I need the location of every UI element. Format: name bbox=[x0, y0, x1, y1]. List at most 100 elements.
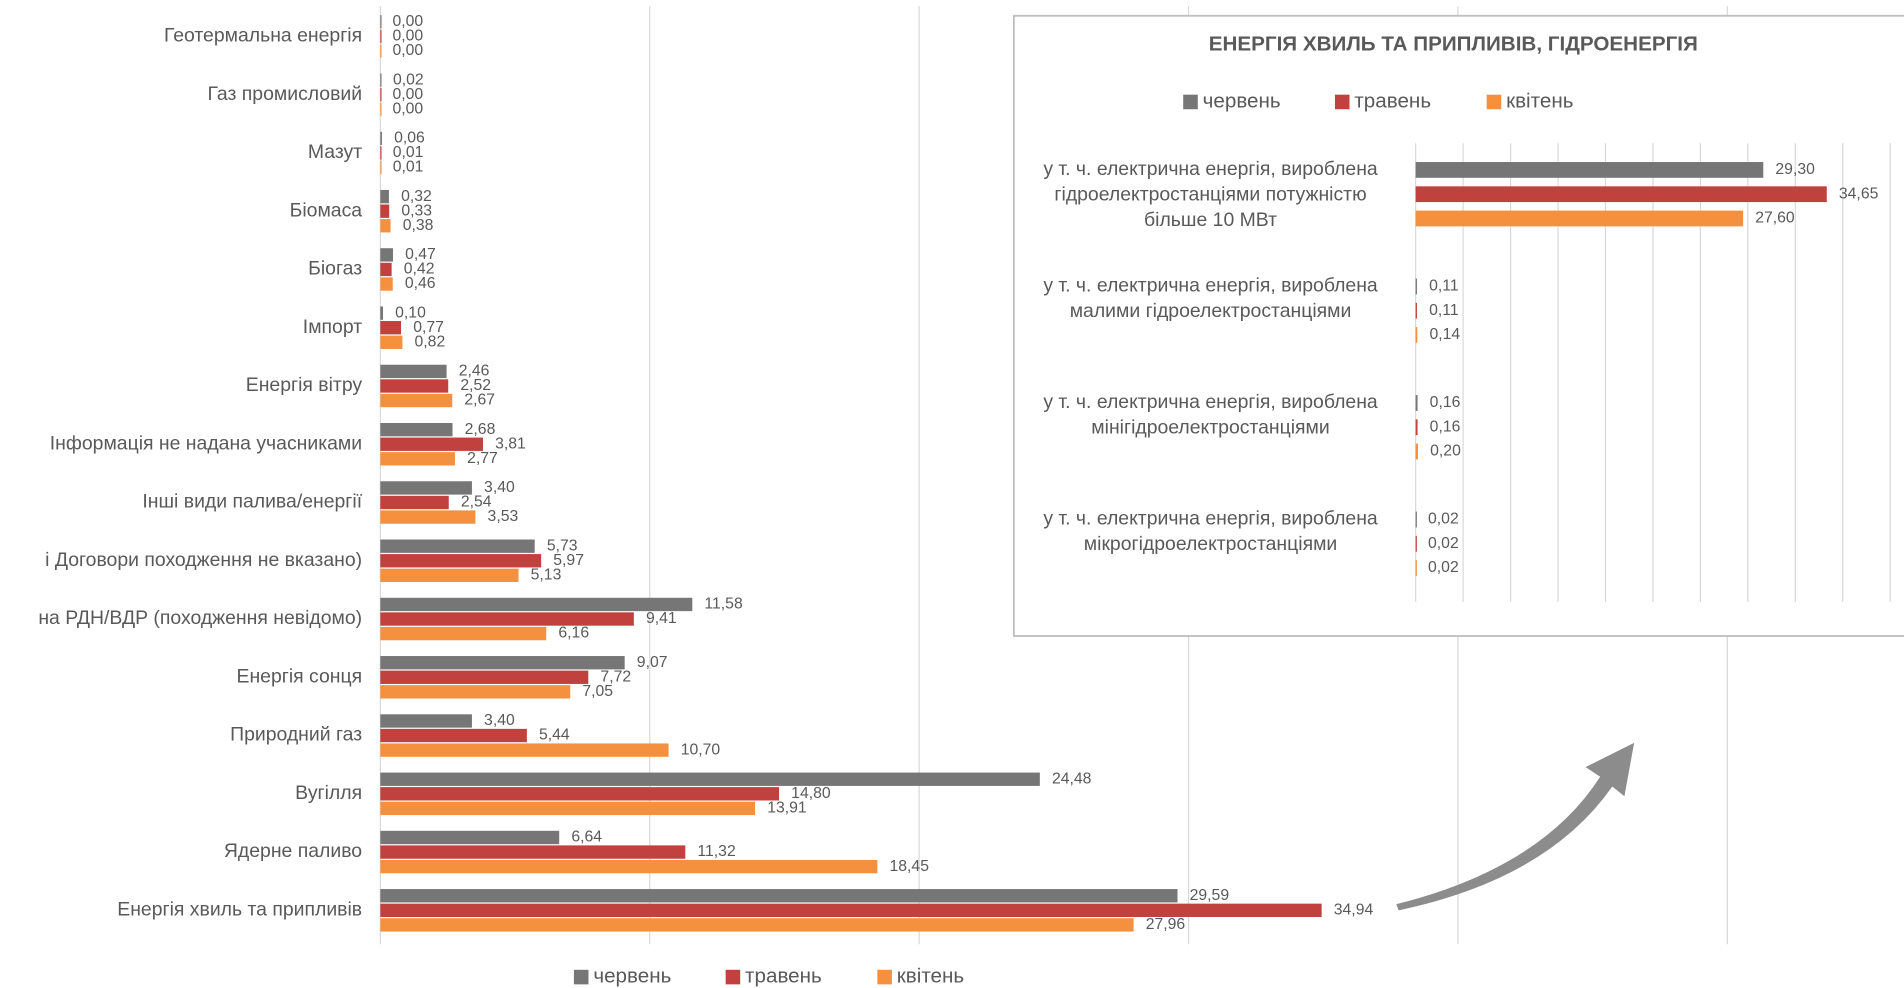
bar bbox=[380, 393, 453, 408]
bar bbox=[1415, 395, 1418, 411]
bar bbox=[380, 248, 393, 262]
category-label: Біогаз bbox=[308, 258, 362, 280]
data-label: 14,80 bbox=[791, 785, 831, 802]
data-label: 2,46 bbox=[459, 363, 490, 380]
data-label: 9,07 bbox=[637, 654, 668, 671]
data-label: 13,91 bbox=[767, 800, 806, 817]
category-label: Біомаса bbox=[290, 199, 363, 221]
category-label: гідроелектростанціями потужністю bbox=[1054, 184, 1366, 206]
bar bbox=[1415, 162, 1764, 178]
category-label: у т. ч. електрична енергія, вироблена bbox=[1043, 275, 1378, 297]
bar bbox=[380, 554, 542, 568]
data-label: 5,44 bbox=[539, 727, 570, 744]
category-label: Мазут bbox=[308, 141, 362, 163]
bar bbox=[1415, 302, 1417, 319]
data-label: 9,41 bbox=[646, 610, 677, 627]
data-label: 2,67 bbox=[464, 392, 495, 409]
chart-title: ЕНЕРГІЯ ХВИЛЬ ТА ПРИПЛИВІВ, ГІДРОЕНЕРГІЯ bbox=[1209, 32, 1698, 55]
bar bbox=[380, 481, 472, 495]
bar bbox=[380, 87, 382, 102]
inset-frame bbox=[1012, 14, 1904, 637]
data-label: 11,32 bbox=[697, 843, 735, 860]
category-label: Енергія сонця bbox=[237, 665, 363, 687]
category-label: Газ промисловий bbox=[208, 83, 363, 105]
bar bbox=[380, 379, 449, 393]
data-label: 34,65 bbox=[1839, 185, 1879, 202]
inset-chart: ЕНЕРГІЯ ХВИЛЬ ТА ПРИПЛИВІВ, ГІДРОЕНЕРГІЯ… bbox=[1043, 32, 1891, 603]
data-label: 0,42 bbox=[404, 261, 435, 278]
data-label: 7,05 bbox=[582, 683, 613, 700]
bar bbox=[380, 452, 455, 466]
category-label: Ядерне паливо bbox=[224, 840, 362, 862]
data-label: 0,77 bbox=[413, 319, 444, 336]
data-label: 7,72 bbox=[600, 668, 631, 685]
data-label: 2,77 bbox=[467, 450, 498, 467]
legend-label: квітень bbox=[1506, 89, 1573, 112]
data-label: 0,00 bbox=[392, 28, 423, 45]
bar bbox=[380, 437, 483, 451]
data-label: 0,14 bbox=[1429, 326, 1460, 343]
data-label: 3,40 bbox=[484, 712, 515, 729]
bar bbox=[380, 277, 393, 291]
bar bbox=[380, 918, 1134, 932]
bar bbox=[380, 903, 1322, 917]
data-label: 0,00 bbox=[392, 100, 423, 117]
data-label: 29,59 bbox=[1190, 887, 1230, 904]
bar bbox=[380, 306, 384, 320]
bar bbox=[1415, 327, 1418, 343]
data-label: 0,46 bbox=[405, 275, 436, 292]
category-label: більше 10 МВт bbox=[1144, 209, 1277, 231]
legend-label: травень bbox=[745, 965, 822, 988]
bar bbox=[1415, 443, 1419, 460]
data-label: 0,00 bbox=[392, 86, 423, 103]
legend-label: червень bbox=[1203, 89, 1281, 112]
data-label: 2,52 bbox=[460, 377, 491, 394]
data-label: 6,16 bbox=[558, 625, 589, 642]
category-label: малими гідроелектростанціями bbox=[1070, 300, 1352, 322]
legend-swatch bbox=[1183, 94, 1198, 110]
category-label: у т. ч. електрична енергія, вироблена bbox=[1043, 391, 1378, 413]
bar bbox=[380, 189, 389, 204]
bar bbox=[380, 539, 535, 553]
bar bbox=[380, 728, 527, 743]
data-label: 27,60 bbox=[1755, 210, 1795, 227]
bar bbox=[380, 714, 472, 728]
bar bbox=[380, 568, 519, 582]
data-label: 3,81 bbox=[495, 435, 526, 452]
bar bbox=[380, 495, 449, 510]
bar bbox=[380, 44, 382, 58]
data-label: 0,10 bbox=[395, 304, 426, 321]
data-label: 0,02 bbox=[1428, 535, 1459, 552]
category-label: Імпорт bbox=[303, 316, 362, 338]
bar bbox=[380, 146, 382, 160]
data-label: 3,40 bbox=[484, 479, 515, 496]
data-label: 2,68 bbox=[465, 421, 496, 438]
bar bbox=[380, 335, 403, 349]
bar bbox=[380, 743, 669, 757]
category-label: Інші види палива/енергії bbox=[142, 491, 362, 513]
bar bbox=[380, 364, 447, 379]
category-label: у т. ч. електрична енергія, вироблена bbox=[1043, 158, 1378, 180]
data-label: 0,00 bbox=[392, 13, 423, 30]
data-label: 0,32 bbox=[401, 188, 432, 205]
bar bbox=[380, 219, 391, 233]
bar bbox=[380, 15, 382, 29]
category-label: мікрогідроелектростанціями bbox=[1084, 533, 1337, 555]
bar bbox=[380, 510, 476, 524]
data-label: 2,54 bbox=[461, 494, 492, 511]
bar bbox=[380, 626, 547, 641]
bar bbox=[380, 859, 878, 874]
data-label: 0,47 bbox=[405, 246, 436, 263]
bar bbox=[380, 772, 1040, 786]
bar bbox=[380, 262, 392, 277]
bar bbox=[1415, 535, 1417, 552]
category-label: Природний газ bbox=[230, 724, 362, 746]
data-label: 27,96 bbox=[1146, 916, 1186, 933]
legend-swatch bbox=[1486, 94, 1502, 110]
data-label: 0,02 bbox=[393, 71, 424, 88]
legend-swatch bbox=[573, 969, 589, 985]
data-label: 0,01 bbox=[393, 144, 424, 161]
bar bbox=[380, 845, 686, 859]
